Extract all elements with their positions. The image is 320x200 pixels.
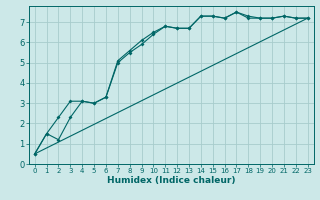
X-axis label: Humidex (Indice chaleur): Humidex (Indice chaleur) bbox=[107, 176, 236, 185]
